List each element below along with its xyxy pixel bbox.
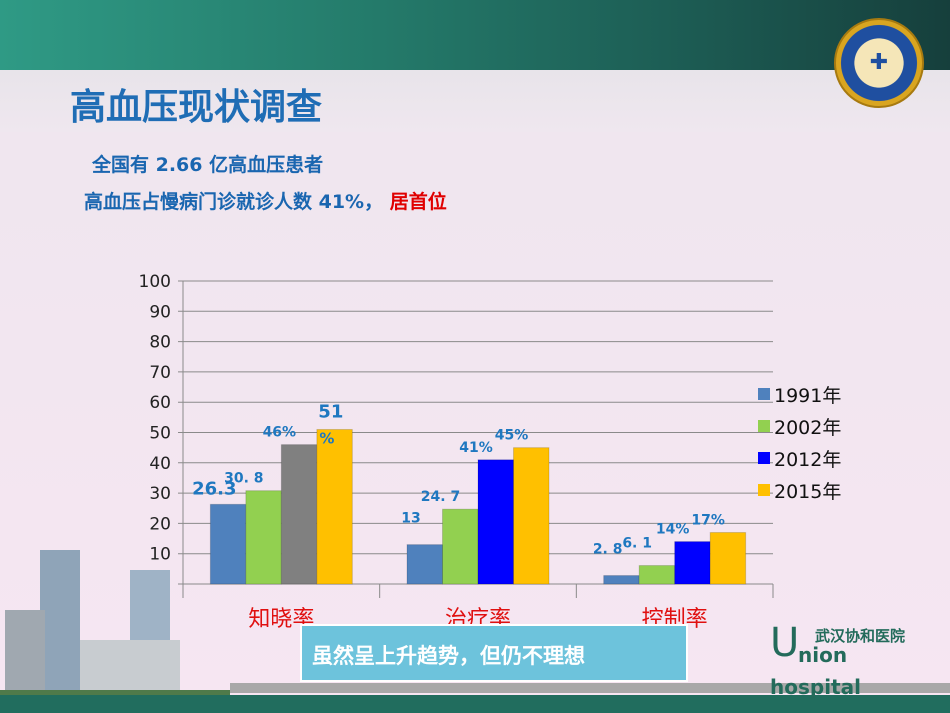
subtitle-main: 高血压占慢病门诊就诊人数 41%， — [84, 191, 384, 213]
data-label: 24. 7 — [421, 489, 460, 505]
data-label: % — [319, 429, 334, 447]
bar-2012年 — [280, 444, 318, 585]
y-tick-label: 80 — [149, 333, 171, 353]
bar-2012年 — [477, 459, 514, 585]
legend-swatch — [758, 484, 770, 496]
data-label: 6. 1 — [622, 536, 652, 552]
logo-hospital: hospital — [770, 675, 861, 699]
y-tick-label: 100 — [139, 272, 171, 292]
bar-2002年 — [638, 565, 676, 585]
data-label: 30. 8 — [224, 471, 263, 487]
bar-2012年 — [674, 541, 711, 585]
bar-1991年 — [406, 544, 443, 585]
hospital-building-image — [0, 550, 230, 713]
legend-swatch — [758, 452, 770, 464]
legend-label: 1991年 — [774, 384, 842, 407]
data-label: 46% — [263, 425, 297, 441]
data-label: 41% — [459, 440, 493, 456]
bar-2015年 — [316, 428, 353, 585]
callout-box: 虽然呈上升趋势，但仍不理想 — [300, 624, 688, 682]
y-tick-label: 40 — [149, 454, 171, 474]
page-title: 高血压现状调查 — [70, 87, 323, 128]
logo-nion: nion — [798, 643, 848, 667]
y-tick-label: 10 — [149, 545, 171, 565]
subtitle-line-2: 高血压占慢病门诊就诊人数 41%， 居首位 — [84, 187, 447, 214]
subtitle-line-1: 全国有 2.66 亿高血压患者 — [92, 154, 324, 176]
bar-2002年 — [442, 508, 479, 585]
subtitle-highlight: 居首位 — [389, 191, 447, 213]
title-bar — [0, 70, 950, 132]
data-label: 17% — [691, 512, 725, 528]
hospital-logo: ✚ — [834, 18, 924, 108]
legend-item: 1991年 — [758, 378, 841, 410]
legend-swatch — [758, 420, 770, 432]
y-tick-label: 90 — [149, 302, 171, 322]
legend-item: 2015年 — [758, 474, 841, 506]
y-tick-label: 50 — [149, 424, 171, 444]
bar-2015年 — [513, 447, 550, 585]
legend-item: 2002年 — [758, 410, 841, 442]
data-label: 2. 8 — [593, 542, 623, 558]
legend-swatch — [758, 388, 770, 400]
y-tick-label: 60 — [149, 393, 171, 413]
data-label: 45% — [495, 428, 529, 444]
data-label: 13 — [401, 511, 420, 527]
bar-1991年 — [209, 503, 247, 585]
y-tick-label: 70 — [149, 363, 171, 383]
bar-2015年 — [709, 531, 747, 585]
legend-item: 2012年 — [758, 442, 841, 474]
footer-gray-band — [230, 683, 950, 693]
legend-label: 2002年 — [774, 416, 842, 439]
y-tick-label: 30 — [149, 484, 171, 504]
chart-legend: 1991年 2002年 2012年 2015年 — [758, 378, 841, 506]
bar-2002年 — [245, 490, 282, 585]
header-band — [0, 0, 950, 70]
data-label: 14% — [656, 522, 690, 538]
logo-u: U — [770, 620, 800, 666]
bar-1991年 — [603, 575, 640, 585]
legend-label: 2015年 — [774, 480, 842, 503]
footer-band — [0, 695, 950, 713]
data-label: 26.3 — [192, 478, 236, 499]
data-label: 51 — [318, 401, 343, 422]
legend-label: 2012年 — [774, 448, 842, 471]
hospital-name-cn: 武汉协和医院 — [815, 627, 906, 645]
y-tick-label: 20 — [149, 514, 171, 534]
